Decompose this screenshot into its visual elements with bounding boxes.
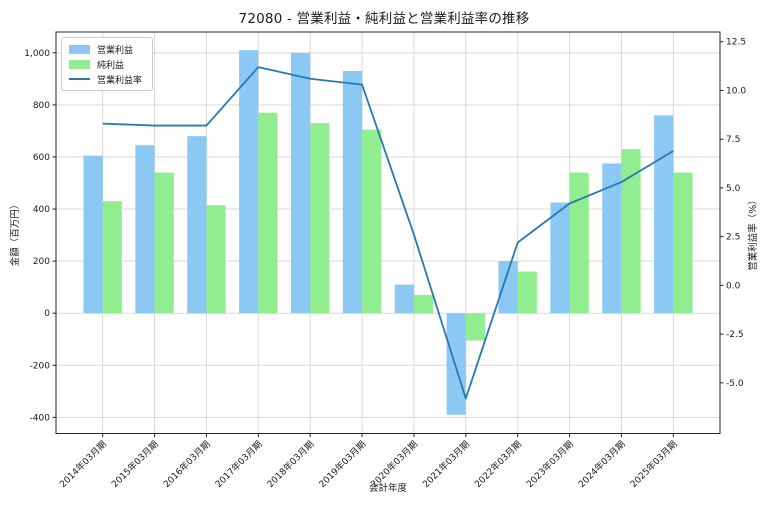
bar (550, 202, 570, 314)
legend-item: 純利益 (69, 58, 142, 71)
bar (654, 115, 674, 314)
bar (673, 172, 693, 314)
legend-label: 純利益 (97, 60, 125, 71)
legend-bar-swatch (69, 44, 90, 54)
bar (602, 163, 622, 314)
bar (569, 172, 589, 314)
legend-bar-swatch (69, 59, 90, 69)
left-tick-label: 0 (44, 309, 50, 319)
bar (290, 52, 311, 314)
right-axis-title: 営業利益率（%） (748, 195, 759, 271)
right-tick-label: 2.5 (726, 233, 740, 243)
right-tick-label: -2.5 (726, 330, 744, 340)
right-tick-label: 0.0 (726, 281, 741, 291)
right-tick-label: 7.5 (726, 135, 740, 145)
left-axis-title: 金額（百万円） (10, 199, 21, 267)
bar (187, 136, 207, 314)
profit-margin-line (102, 66, 674, 400)
right-axis-ticks: -5.0 -2.5 0.0 2.5 5.0 7.5 10.0 12.5 (720, 38, 746, 389)
left-tick-label: 1,000 (24, 49, 50, 59)
x-axis-title: 会計年度 (368, 483, 407, 494)
bar (446, 313, 466, 415)
right-tick-label: 5.0 (726, 184, 741, 194)
chart-title: 72080 - 営業利益・純利益と営業利益率の推移 (238, 11, 530, 27)
bar (342, 71, 363, 314)
legend-item: 営業利益 (69, 43, 142, 56)
legend-label: 営業利益 (97, 45, 134, 56)
right-tick-label: -5.0 (726, 379, 744, 389)
bar (83, 155, 103, 314)
plot-border (55, 31, 721, 434)
bar (206, 205, 226, 314)
bar (135, 145, 155, 314)
legend-label: 営業利益率 (97, 75, 143, 86)
left-tick-label: 800 (33, 101, 50, 111)
bar-series-net-profit (102, 112, 693, 341)
right-tick-label: 10.0 (726, 86, 746, 96)
left-tick-label: 600 (33, 153, 50, 163)
bar (154, 172, 174, 314)
bar (517, 271, 537, 314)
bar (102, 201, 122, 314)
legend: 営業利益純利益営業利益率 (61, 37, 154, 91)
left-axis-ticks: -400 -200 0 200 400 600 800 1,000 (24, 49, 56, 423)
bar (310, 123, 330, 314)
right-tick-label: 12.5 (726, 38, 746, 48)
bar (621, 149, 641, 314)
left-tick-label: -400 (30, 413, 51, 423)
left-tick-label: 200 (33, 257, 50, 267)
legend-item: 営業利益率 (69, 73, 143, 86)
bar (465, 313, 486, 341)
bar (394, 284, 414, 314)
bar (239, 50, 259, 314)
bar-series-operating-profit (83, 50, 674, 415)
left-tick-label: 400 (33, 205, 50, 215)
bar (413, 294, 434, 314)
left-tick-label: -200 (30, 361, 51, 371)
legend-line-swatch (69, 77, 90, 81)
bar (498, 261, 518, 314)
bar (362, 129, 382, 314)
bar (258, 112, 278, 314)
